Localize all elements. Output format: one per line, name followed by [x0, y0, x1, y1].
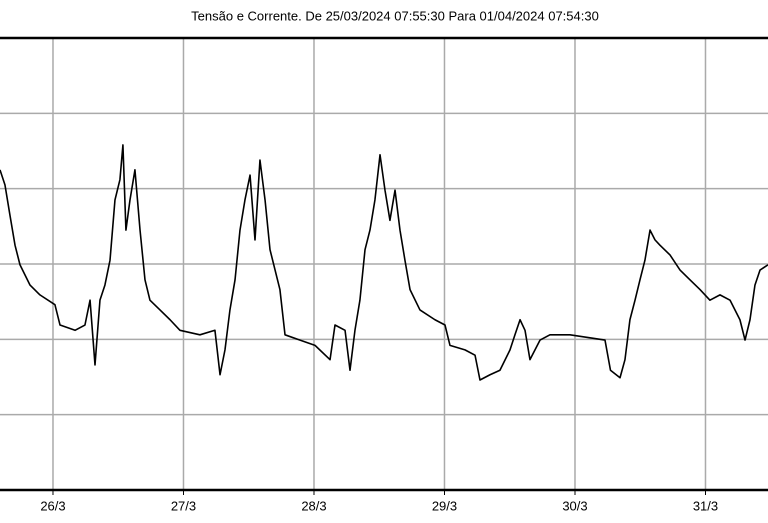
- x-tick-label: 27/3: [171, 498, 196, 513]
- chart-title: Tensão e Corrente. De 25/03/2024 07:55:3…: [191, 8, 599, 23]
- x-tick-label: 28/3: [301, 498, 326, 513]
- data-line: [0, 144, 768, 381]
- x-tick-label: 26/3: [40, 498, 65, 513]
- x-tick-label: 30/3: [562, 498, 587, 513]
- x-tick-label: 29/3: [432, 498, 457, 513]
- x-tick-label: 31/3: [693, 498, 718, 513]
